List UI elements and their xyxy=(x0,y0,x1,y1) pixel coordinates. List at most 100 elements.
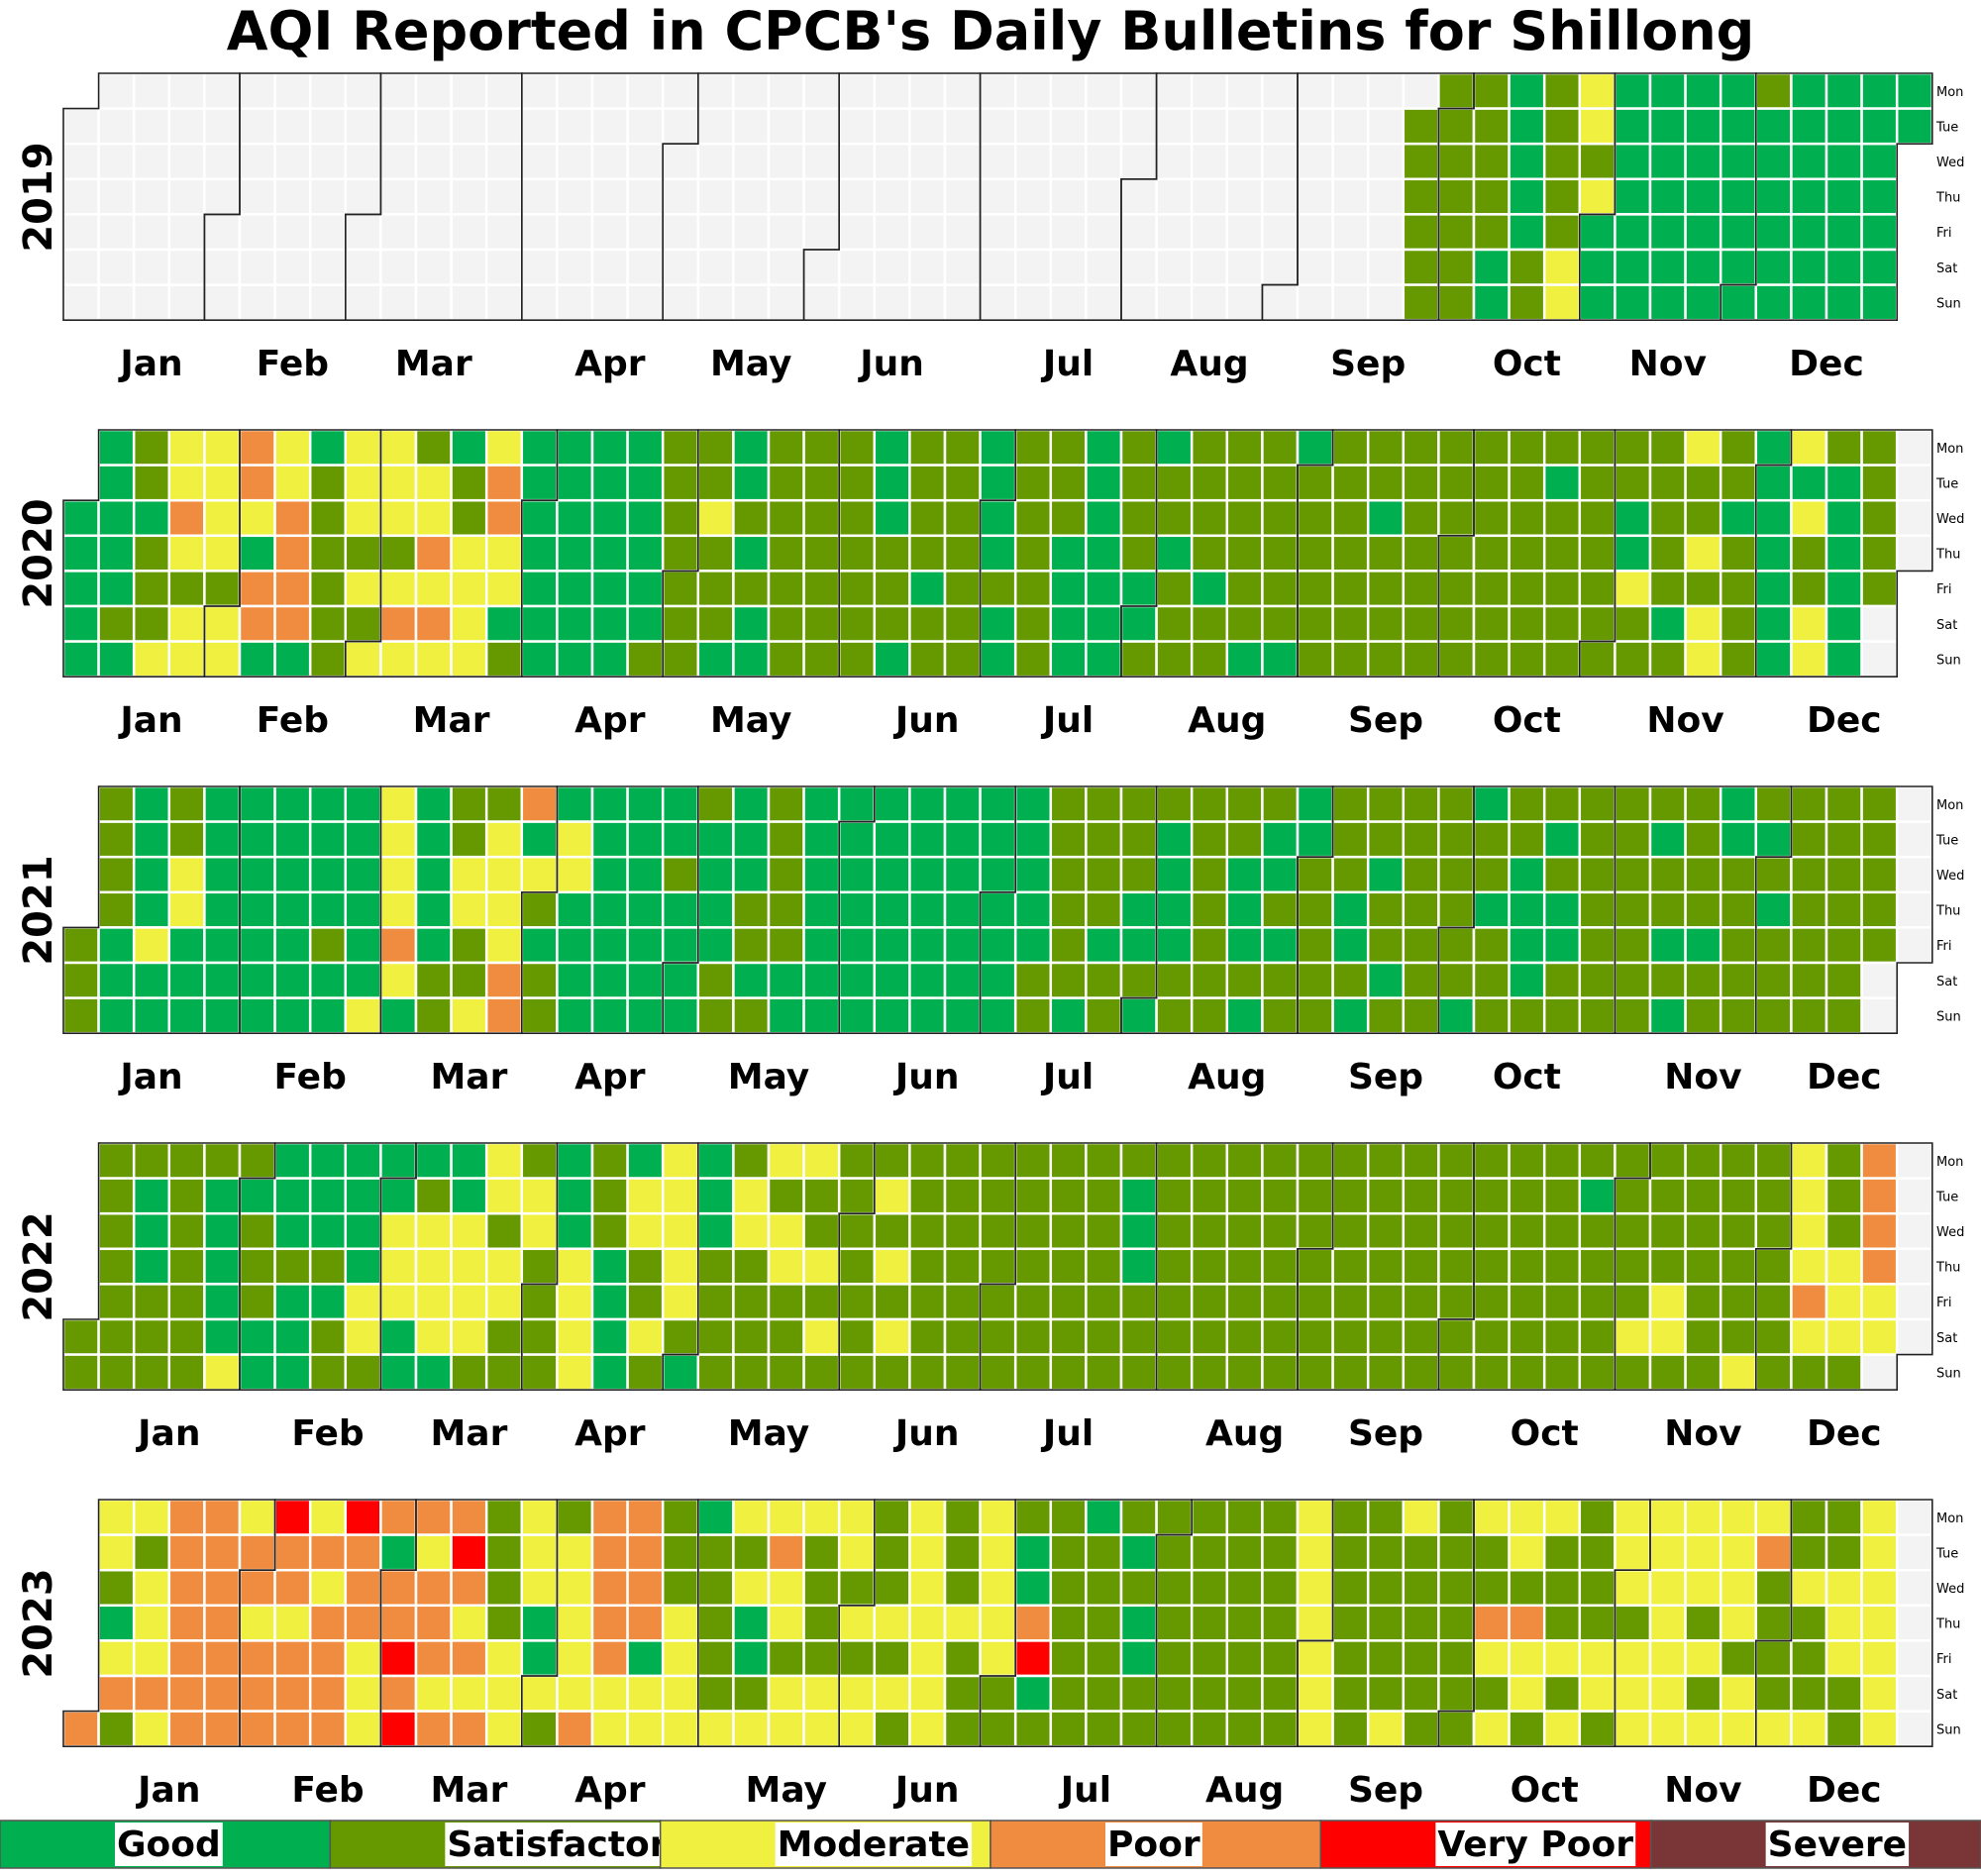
day-cell xyxy=(1719,534,1758,573)
day-cell xyxy=(767,1498,805,1536)
day-cell xyxy=(1085,142,1123,181)
day-cell xyxy=(767,1283,805,1321)
day-cell xyxy=(767,1533,805,1572)
day-cell xyxy=(1754,534,1793,573)
day-cell xyxy=(132,855,171,894)
day-cell xyxy=(1119,177,1158,216)
day-cell xyxy=(1331,855,1370,894)
day-cell xyxy=(837,1283,877,1321)
day-cell xyxy=(1719,1498,1758,1536)
day-cell xyxy=(1542,1353,1582,1392)
day-cell xyxy=(1860,1141,1899,1180)
day-cell xyxy=(1331,1710,1370,1748)
day-cell xyxy=(767,1141,805,1180)
day-cell xyxy=(590,142,629,181)
year-label: 2022 xyxy=(16,1211,61,1321)
day-cell xyxy=(1508,604,1546,643)
day-cell xyxy=(1049,855,1088,894)
day-cell xyxy=(1049,534,1088,573)
day-cell xyxy=(1261,855,1300,894)
day-cell xyxy=(167,1639,206,1678)
day-cell xyxy=(238,1568,276,1608)
month-boundaries xyxy=(62,1142,1933,1391)
day-cell xyxy=(203,283,242,322)
day-cell xyxy=(1754,71,1793,110)
day-cell xyxy=(450,1247,488,1286)
day-cell xyxy=(344,820,382,859)
day-cell xyxy=(1648,283,1687,322)
weekday-label: Mon xyxy=(1936,798,1963,813)
day-cell xyxy=(379,177,418,216)
day-cell xyxy=(1013,1498,1053,1536)
day-cell xyxy=(1825,996,1863,1035)
day-cell xyxy=(520,1141,559,1180)
day-cell xyxy=(1013,428,1053,467)
day-cell xyxy=(732,1568,771,1608)
day-cell xyxy=(1331,1177,1370,1215)
weekday-label: Sun xyxy=(1936,1009,1961,1024)
day-cell xyxy=(1331,996,1370,1035)
day-cell xyxy=(837,890,877,929)
day-cell xyxy=(802,142,841,181)
day-cell xyxy=(97,1283,136,1321)
day-cell xyxy=(1190,1353,1229,1392)
day-cell xyxy=(1472,570,1511,608)
day-cell xyxy=(626,248,665,286)
day-cell xyxy=(1366,1604,1406,1642)
day-cell xyxy=(1648,142,1687,181)
day-cell xyxy=(1472,604,1511,643)
day-cell xyxy=(802,283,841,322)
day-cell xyxy=(1013,1211,1053,1251)
day-cell xyxy=(1895,498,1934,538)
day-cell xyxy=(1648,534,1687,573)
day-cell xyxy=(132,1604,171,1642)
day-cell xyxy=(1790,1247,1828,1286)
day-cell xyxy=(873,1211,911,1251)
day-cell xyxy=(1331,428,1370,467)
day-cell xyxy=(661,570,700,608)
day-cell xyxy=(1085,1498,1123,1536)
day-cell xyxy=(238,248,276,286)
day-cell xyxy=(1754,464,1793,502)
day-cell xyxy=(1085,1604,1123,1642)
day-cell xyxy=(873,283,911,322)
day-cell xyxy=(1542,1283,1582,1321)
day-cell xyxy=(590,1674,629,1713)
day-cell xyxy=(1684,1498,1722,1536)
day-cell xyxy=(1155,283,1194,322)
day-cell xyxy=(1190,1639,1229,1678)
day-cell xyxy=(1648,428,1687,467)
month-label: Apr xyxy=(574,1770,646,1811)
day-cell xyxy=(344,640,382,678)
day-cell xyxy=(802,498,841,538)
day-cell xyxy=(556,1247,594,1286)
day-cell xyxy=(661,1674,700,1713)
day-cell xyxy=(802,1177,841,1215)
day-cell xyxy=(238,1674,276,1713)
day-cell xyxy=(1013,996,1053,1035)
day-cell xyxy=(1437,283,1476,322)
day-cell xyxy=(1366,1639,1406,1678)
day-cell xyxy=(1648,570,1687,608)
day-cell xyxy=(414,1639,453,1678)
day-cell xyxy=(450,604,488,643)
day-cell xyxy=(1754,961,1793,999)
day-cell xyxy=(873,71,911,110)
day-cell xyxy=(1684,926,1722,965)
day-cell xyxy=(1085,498,1123,538)
day-cell xyxy=(132,604,171,643)
day-cell xyxy=(1614,177,1652,216)
day-cell xyxy=(556,1283,594,1321)
day-cell xyxy=(696,604,735,643)
day-cell xyxy=(1754,1211,1793,1251)
day-cell xyxy=(1648,604,1687,643)
day-cell xyxy=(273,1247,312,1286)
day-cell xyxy=(1013,534,1053,573)
day-cell xyxy=(1754,926,1793,965)
day-cell xyxy=(1648,1639,1687,1678)
day-cell xyxy=(1296,248,1334,286)
legend-label: Poor xyxy=(1107,1824,1200,1865)
day-cell xyxy=(167,996,206,1035)
day-cell xyxy=(1437,926,1476,965)
day-cell xyxy=(238,1498,276,1536)
